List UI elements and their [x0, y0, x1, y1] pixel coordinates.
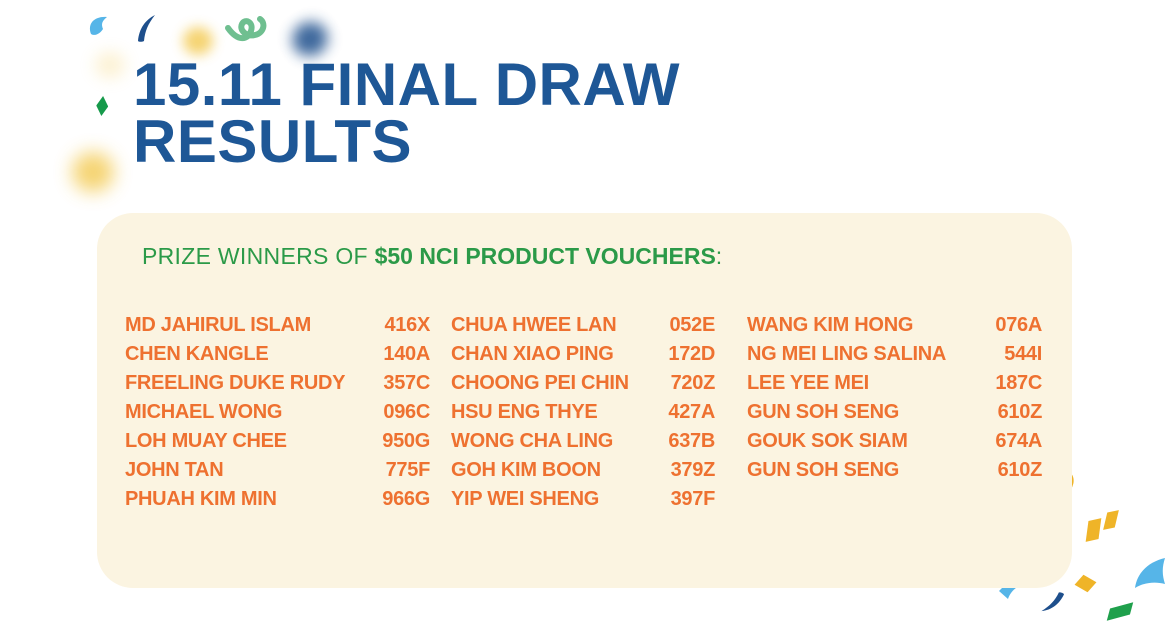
winner-row: CHOONG PEI CHIN 720Z [451, 369, 715, 398]
yellow-confetti-icon [1085, 518, 1102, 542]
winner-name: PHUAH KIM MIN [125, 488, 277, 510]
winner-row: NG MEI LING SALINA 544I [747, 340, 1042, 369]
winner-name: GUN SOH SENG [747, 401, 899, 423]
winner-code: 966G [382, 488, 430, 510]
winner-name: YIP WEI SHENG [451, 488, 599, 510]
winner-name: GUN SOH SENG [747, 459, 899, 481]
green-leaf-icon [95, 96, 109, 122]
panel-subtitle: PRIZE WINNERS OF $50 NCI PRODUCT VOUCHER… [142, 243, 723, 270]
winner-name: WANG KIM HONG [747, 314, 914, 336]
yellow-glow-icon [72, 152, 114, 192]
green-streamer-icon [224, 10, 274, 63]
winner-code: 544I [1004, 343, 1042, 365]
winner-row: GUN SOH SENG 610Z [747, 456, 1042, 485]
winner-name: FREELING DUKE RUDY [125, 372, 346, 394]
green-confetti-icon [1106, 602, 1134, 621]
dark-blue-swoosh-icon [1039, 582, 1069, 620]
winners-column-1: MD JAHIRUL ISLAM 416X CHEN KANGLE 140A FRE… [125, 311, 430, 514]
winner-name: MD JAHIRUL ISLAM [125, 314, 311, 336]
winner-name: CHEN KANGLE [125, 343, 269, 365]
winner-code: 720Z [670, 372, 716, 394]
winner-name: GOUK SOK SIAM [747, 430, 908, 452]
winner-row: CHAN XIAO PING 172D [451, 340, 715, 369]
winner-name: JOHN TAN [125, 459, 224, 481]
winner-row: CHUA HWEE LAN 052E [451, 311, 715, 340]
winner-row: WONG CHA LING 637B [451, 427, 715, 456]
winner-row: HSU ENG THYE 427A [451, 398, 715, 427]
winner-name: WONG CHA LING [451, 430, 614, 452]
light-blue-ribbon-icon [86, 14, 112, 45]
page-title: 15.11 FINAL DRAW RESULTS [133, 51, 681, 175]
winner-row: JOHN TAN 775F [125, 456, 430, 485]
winner-code: 076A [995, 314, 1042, 336]
winner-row: YIP WEI SHENG 397F [451, 485, 715, 514]
winner-code: 140A [383, 343, 430, 365]
winner-name: LOH MUAY CHEE [125, 430, 287, 452]
winner-row: PHUAH KIM MIN 966G [125, 485, 430, 514]
winner-row: MD JAHIRUL ISLAM 416X [125, 311, 430, 340]
winner-code: 610Z [997, 459, 1043, 481]
yellow-confetti-icon [1074, 574, 1097, 593]
winner-code: 187C [995, 372, 1042, 394]
winner-code: 427A [668, 401, 715, 423]
winner-code: 637B [668, 430, 715, 452]
winner-row: GUN SOH SENG 610Z [747, 398, 1042, 427]
winner-name: NG MEI LING SALINA [747, 343, 947, 365]
subtitle-prefix: PRIZE WINNERS OF [142, 243, 375, 269]
winner-name: GOH KIM BOON [451, 459, 601, 481]
winner-row: MICHAEL WONG 096C [125, 398, 430, 427]
winners-column-2: CHUA HWEE LAN 052E CHAN XIAO PING 172D CHO… [451, 311, 715, 514]
yellow-confetti-icon [1103, 510, 1119, 530]
winner-name: CHOONG PEI CHIN [451, 372, 629, 394]
winner-code: 379Z [670, 459, 716, 481]
dark-blue-swoosh-icon [135, 14, 157, 47]
winner-code: 416X [384, 314, 430, 336]
winner-code: 397F [670, 488, 716, 510]
winner-row: LEE YEE MEI 187C [747, 369, 1042, 398]
winner-code: 052E [669, 314, 715, 336]
winner-code: 357C [383, 372, 430, 394]
winner-row: GOH KIM BOON 379Z [451, 456, 715, 485]
winner-row: CHEN KANGLE 140A [125, 340, 430, 369]
winner-row: WANG KIM HONG 076A [747, 311, 1042, 340]
winner-row: GOUK SOK SIAM 674A [747, 427, 1042, 456]
page-title-line2: RESULTS [133, 108, 413, 175]
winner-name: CHAN XIAO PING [451, 343, 614, 365]
winner-row: FREELING DUKE RUDY 357C [125, 369, 430, 398]
winner-code: 610Z [997, 401, 1043, 423]
faint-yellow-glow-icon [95, 52, 125, 78]
winner-code: 674A [995, 430, 1042, 452]
winner-code: 950G [382, 430, 430, 452]
yellow-glow-icon [183, 27, 213, 55]
winner-code: 172D [668, 343, 715, 365]
subtitle-voucher-text: $50 NCI PRODUCT VOUCHERS [374, 243, 716, 269]
results-panel: PRIZE WINNERS OF $50 NCI PRODUCT VOUCHER… [97, 213, 1072, 588]
winner-name: HSU ENG THYE [451, 401, 598, 423]
page-title-line1: 15.11 FINAL DRAW [133, 51, 681, 118]
winner-name: LEE YEE MEI [747, 372, 869, 394]
winner-code: 096C [383, 401, 430, 423]
subtitle-colon: : [715, 243, 723, 269]
winner-name: MICHAEL WONG [125, 401, 283, 423]
winner-row: LOH MUAY CHEE 950G [125, 427, 430, 456]
winner-code: 775F [385, 459, 431, 481]
light-blue-ribbon-icon [1133, 556, 1167, 597]
winners-column-3: WANG KIM HONG 076A NG MEI LING SALINA 544I… [747, 311, 1042, 485]
winner-name: CHUA HWEE LAN [451, 314, 617, 336]
